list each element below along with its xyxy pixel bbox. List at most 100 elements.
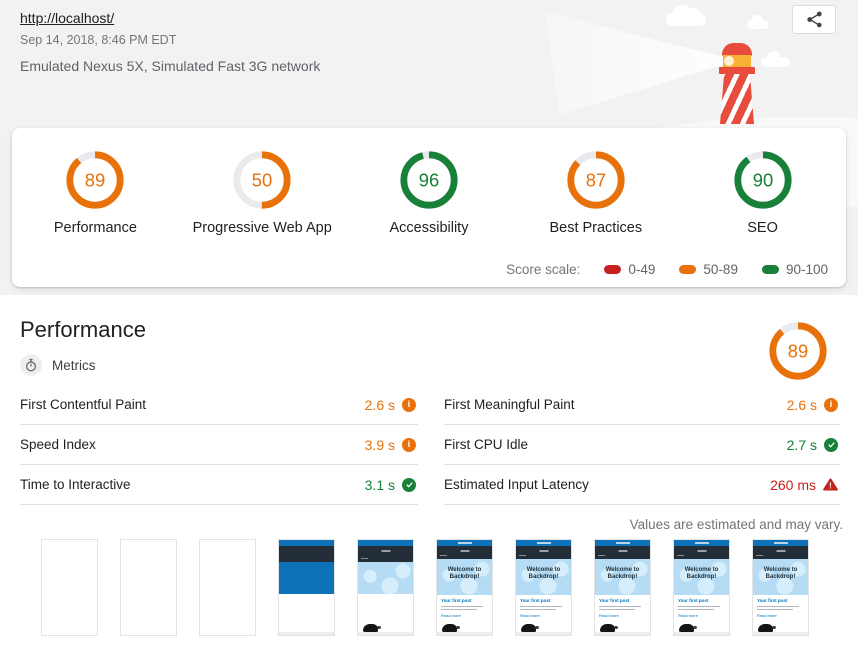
score-gauge-arc: 50	[233, 151, 291, 209]
category-score-progressive-web-app[interactable]: 50 Progressive Web App	[179, 149, 346, 236]
thumb-body: Your first post Read more	[753, 595, 808, 618]
svg-text:!: !	[829, 481, 832, 490]
svg-text:50: 50	[252, 169, 272, 190]
filmstrip-frame: Welcome to Backdrop! Your first post Read …	[436, 539, 493, 636]
scale-range-50-89: 50-89	[679, 262, 738, 277]
report-url-link[interactable]: http://localhost/	[20, 10, 115, 26]
thumb-body: Your first post Read more	[516, 595, 571, 618]
info-icon: i	[824, 397, 838, 412]
metric-value: 2.7 s	[786, 436, 817, 453]
info-icon: i	[402, 397, 416, 412]
thumb-welcome-text: Welcome to Backdrop!	[447, 567, 482, 580]
thumb-post-link: Your first post	[678, 598, 709, 603]
thumb-read-more: Read more	[757, 613, 777, 618]
thumb-body: Your first post Read more	[437, 595, 492, 618]
thumb-welcome-text: Welcome to Backdrop!	[526, 567, 561, 580]
metric-row-first-meaningful-paint: First Meaningful Paint 2.6 s i	[444, 385, 840, 425]
filmstrip-frame: Welcome to Backdrop! Your first post Read …	[752, 539, 809, 636]
thumb-hero-image: Welcome to Backdrop!	[674, 559, 729, 595]
thumb-page-header	[753, 546, 808, 559]
metric-value: 2.6 s	[786, 396, 817, 413]
category-score-performance[interactable]: 89 Performance	[12, 149, 179, 236]
metric-name: First Meaningful Paint	[444, 397, 575, 412]
thumb-page-header	[437, 546, 492, 559]
thumb-topbar	[595, 540, 650, 546]
thumb-shoe-image	[442, 624, 460, 632]
score-summary-card: 89 Performance 50 Progressive Web App 96 Acce…	[12, 128, 846, 287]
thumb-post-link: Your first post	[520, 598, 551, 603]
metrics-table: First Contentful Paint 2.6 s i Speed Index 3…	[20, 385, 840, 505]
stopwatch-icon	[20, 354, 42, 376]
category-score-accessibility[interactable]: 96 Accessibility	[346, 149, 513, 236]
thumb-hero-image: Welcome to Backdrop!	[595, 559, 650, 595]
category-score-seo[interactable]: 90 SEO	[679, 149, 846, 236]
thumb-text-line	[599, 605, 642, 607]
thumb-menu-icon	[756, 554, 763, 556]
thumb-page-header	[516, 546, 571, 559]
metric-row-first-cpu-idle: First CPU Idle 2.7 s	[444, 425, 840, 465]
metric-row-speed-index: Speed Index 3.9 s i	[20, 425, 418, 465]
filmstrip-frame	[278, 539, 335, 636]
thumb-post-link: Your first post	[599, 598, 630, 603]
load-filmstrip: Welcome to Backdrop! Your first post Read …	[41, 539, 809, 636]
thumb-menu-icon	[519, 554, 526, 556]
metrics-heading-label: Metrics	[52, 357, 96, 373]
scale-pill-average	[679, 265, 697, 274]
score-scale-label: Score scale:	[506, 262, 581, 277]
thumb-post-link: Your first post	[757, 598, 788, 603]
info-icon: i	[402, 437, 416, 452]
thumb-topbar-text	[457, 542, 472, 544]
thumb-shoe-image	[600, 624, 618, 632]
metric-value: 3.1 s	[364, 476, 395, 493]
thumb-read-more: Read more	[520, 613, 540, 618]
thumb-text-line	[599, 609, 635, 610]
filmstrip-frame	[120, 539, 177, 636]
thumb-topbar	[516, 540, 571, 546]
filmstrip-frame	[41, 539, 98, 636]
metric-value: 3.9 s	[364, 436, 395, 453]
svg-text:89: 89	[85, 169, 105, 190]
thumb-text-line	[678, 609, 714, 610]
category-score-best-practices[interactable]: 87 Best Practices	[512, 149, 679, 236]
metric-name: First CPU Idle	[444, 437, 529, 452]
metric-value-group: 3.1 s	[365, 477, 418, 493]
thumb-header-text	[697, 550, 706, 552]
thumb-topbar-text	[773, 542, 788, 544]
thumb-hero-block	[279, 562, 334, 594]
scale-pill-pass	[761, 265, 779, 274]
score-gauge-arc: 89	[66, 151, 124, 209]
filmstrip-frame	[199, 539, 256, 636]
cloud-icon	[747, 15, 769, 29]
thumb-menu-icon	[440, 554, 447, 556]
svg-text:89: 89	[788, 340, 808, 361]
thumb-header-text	[460, 550, 469, 552]
thumb-text-line	[441, 609, 477, 610]
report-environment: Emulated Nexus 5X, Simulated Fast 3G net…	[20, 58, 321, 74]
thumb-page-header	[674, 546, 729, 559]
thumb-read-more: Read more	[678, 613, 698, 618]
thumb-shoe-image	[679, 624, 697, 632]
thumb-shoe-image	[363, 624, 381, 632]
estimation-disclaimer: Values are estimated and may vary.	[629, 517, 843, 532]
thumb-text-line	[520, 605, 563, 607]
thumb-text-line	[441, 605, 484, 607]
metric-name: First Contentful Paint	[20, 397, 147, 412]
category-gauges: 89 Performance 50 Progressive Web App 96 Acce…	[12, 128, 846, 236]
svg-text:90: 90	[752, 169, 772, 190]
score-gauge-arc: 96	[400, 151, 458, 209]
thumb-footer	[279, 632, 334, 635]
scale-range-90-100: 90-100	[761, 262, 828, 277]
filmstrip-frame: Welcome to Backdrop! Your first post Read …	[594, 539, 651, 636]
thumb-topbar	[437, 540, 492, 546]
share-button[interactable]	[792, 5, 836, 34]
thumb-header-text	[776, 550, 785, 552]
metrics-heading: Metrics	[20, 354, 96, 376]
thumb-header-text	[618, 550, 627, 552]
category-label: Performance	[53, 220, 137, 236]
thumb-topbar	[753, 540, 808, 546]
metric-name: Time to Interactive	[20, 477, 131, 492]
thumb-footer	[753, 632, 808, 635]
thumb-text-line	[757, 605, 800, 607]
thumb-hero-image	[358, 562, 413, 594]
